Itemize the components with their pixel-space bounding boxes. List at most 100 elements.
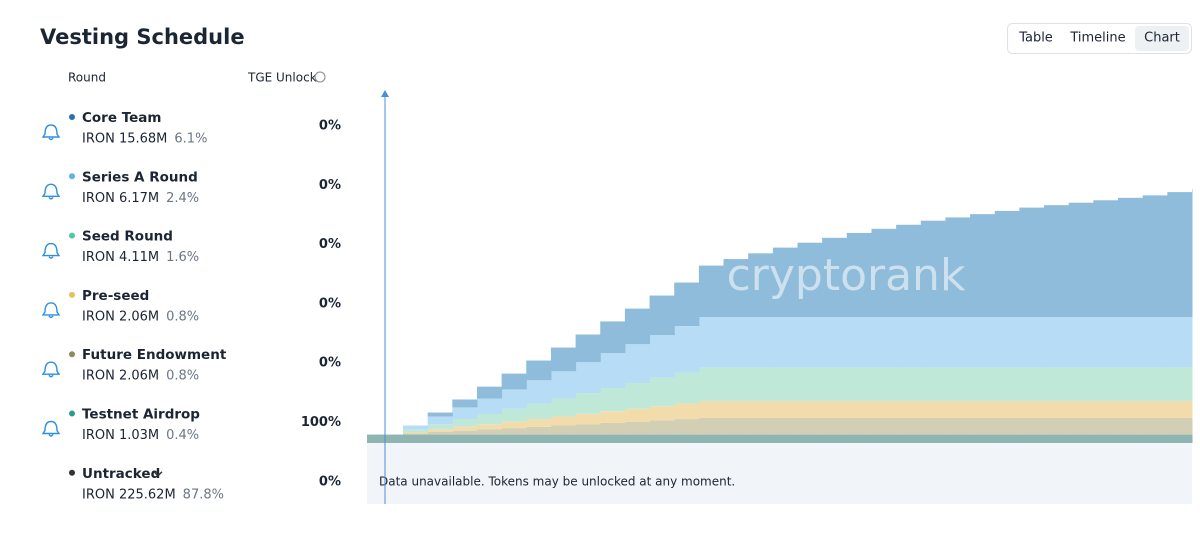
area-step xyxy=(550,416,577,426)
area-step xyxy=(674,282,700,327)
area-step xyxy=(476,398,503,415)
area-step xyxy=(1167,417,1193,435)
round-name: Seed Round xyxy=(82,229,173,245)
area-step xyxy=(649,420,675,435)
area-step xyxy=(723,367,749,401)
area-step xyxy=(1093,434,1119,443)
bell-icon[interactable] xyxy=(41,302,61,319)
area-step xyxy=(1019,400,1045,418)
area-step xyxy=(698,265,725,318)
tge-unlock: 100% xyxy=(301,415,341,430)
area-step xyxy=(723,259,749,318)
area-step xyxy=(1142,195,1168,318)
area-step xyxy=(772,400,798,418)
area-step xyxy=(1019,207,1045,318)
area-step xyxy=(896,224,922,318)
area-step xyxy=(649,377,675,407)
round-share: 0.4% xyxy=(166,428,199,443)
area-step xyxy=(1142,317,1168,368)
area-step xyxy=(1044,317,1070,368)
area-step xyxy=(871,228,897,318)
area-step xyxy=(550,434,577,443)
area-step xyxy=(526,419,552,427)
tab[interactable]: Chart xyxy=(1144,31,1180,46)
area-step xyxy=(871,434,897,443)
bell-icon[interactable] xyxy=(41,183,61,200)
area-step xyxy=(698,417,725,435)
area-step xyxy=(452,430,478,435)
area-step xyxy=(772,417,798,435)
area-step xyxy=(1142,417,1168,435)
area-step xyxy=(427,431,453,435)
area-step xyxy=(994,210,1020,318)
area-step xyxy=(526,380,552,404)
area-step xyxy=(1068,434,1094,443)
area-step xyxy=(1167,434,1193,443)
area-step xyxy=(1118,197,1144,318)
area-step xyxy=(600,422,626,435)
area-step xyxy=(994,400,1020,418)
area-step xyxy=(797,317,823,368)
area-step xyxy=(1167,192,1193,318)
area-step xyxy=(723,317,749,368)
round-dot xyxy=(69,291,75,298)
area-step xyxy=(970,317,996,368)
area-step xyxy=(550,371,577,399)
area-step xyxy=(896,400,922,418)
round-amount: IRON 15.68M xyxy=(82,132,167,147)
round-name: Series A Round xyxy=(82,169,198,185)
area-step xyxy=(797,367,823,401)
area-step xyxy=(1142,400,1168,418)
area-step xyxy=(1068,400,1094,418)
area-step xyxy=(674,434,700,443)
area-step xyxy=(822,237,848,318)
bell-icon[interactable] xyxy=(41,420,61,437)
area-step xyxy=(600,321,626,354)
round-name[interactable]: Untracked xyxy=(82,466,160,482)
round-share: 6.1% xyxy=(174,132,207,147)
area-step xyxy=(822,317,848,368)
info-icon[interactable] xyxy=(314,71,326,83)
area-step xyxy=(1044,434,1070,443)
tab[interactable]: Table xyxy=(1018,31,1053,46)
area-step xyxy=(452,418,478,427)
bell-icon[interactable] xyxy=(41,242,61,259)
area-step xyxy=(970,400,996,418)
area-step xyxy=(1068,202,1094,318)
area-step xyxy=(748,417,774,435)
area-step xyxy=(846,400,872,418)
bell-icon[interactable] xyxy=(41,124,61,141)
area-step xyxy=(476,429,503,435)
area-step xyxy=(896,367,922,401)
area-step xyxy=(624,421,651,435)
area-step xyxy=(1192,434,1193,443)
area-step xyxy=(723,434,749,443)
area-step xyxy=(772,317,798,368)
tab[interactable]: Timeline xyxy=(1069,31,1125,46)
area-step xyxy=(970,367,996,401)
area-step xyxy=(649,295,675,336)
watermark: cryptorank xyxy=(727,250,966,301)
area-step xyxy=(945,317,971,368)
area-step xyxy=(748,434,774,443)
area-step xyxy=(698,400,725,418)
area-step xyxy=(649,406,675,421)
area-step xyxy=(600,434,626,443)
area-step xyxy=(476,386,503,399)
area-step xyxy=(748,367,774,401)
round-name: Future Endowment xyxy=(82,347,227,363)
round-share: 2.4% xyxy=(166,191,199,206)
area-step xyxy=(822,400,848,418)
area-step xyxy=(846,232,872,318)
area-step xyxy=(945,417,971,435)
area-step xyxy=(1192,367,1193,401)
area-step xyxy=(846,434,872,443)
area-step xyxy=(476,414,503,425)
area-step xyxy=(403,429,429,432)
area-step xyxy=(526,360,552,381)
area-step xyxy=(945,400,971,418)
bell-icon[interactable] xyxy=(41,361,61,378)
area-step xyxy=(871,317,897,368)
area-step xyxy=(575,362,601,394)
area-step xyxy=(526,403,552,420)
